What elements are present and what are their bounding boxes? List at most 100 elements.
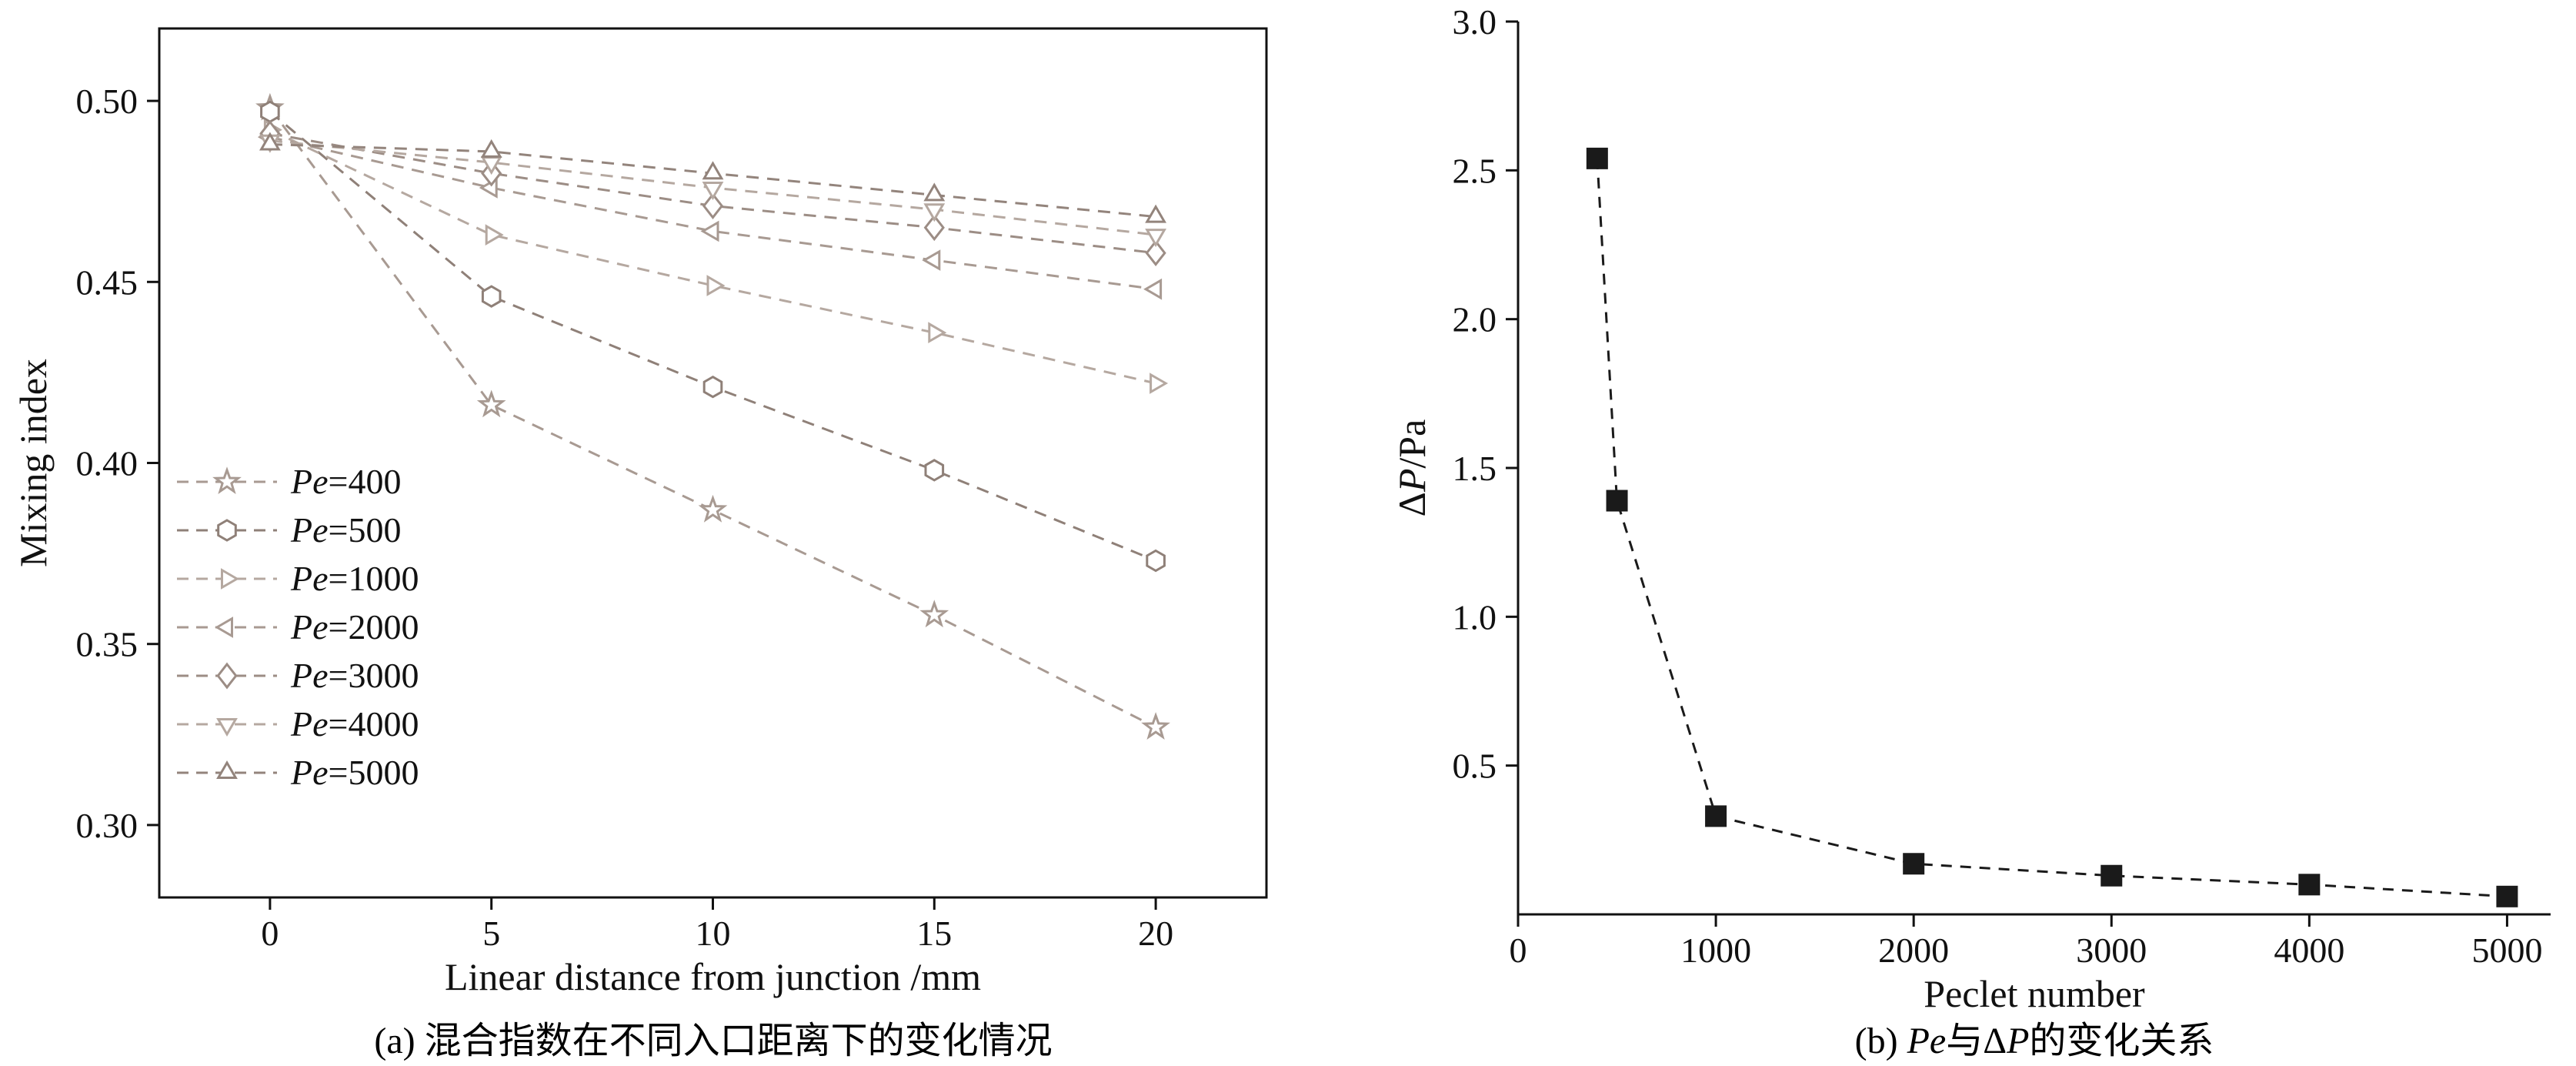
x-tick-label: 3000 bbox=[2076, 931, 2147, 970]
series--p bbox=[1586, 147, 2518, 907]
diamond-marker bbox=[702, 192, 724, 219]
y-tick-label: 0.35 bbox=[76, 625, 138, 664]
x-tick-label: 10 bbox=[696, 914, 731, 953]
legend: Pe=400 Pe=500 Pe=1000 Pe=2000 Pe=3000 Pe=4000… bbox=[177, 462, 419, 792]
triangle-left-marker bbox=[215, 617, 233, 638]
y-tick-label: 3.0 bbox=[1453, 2, 1497, 42]
x-tick-label: 20 bbox=[1138, 914, 1173, 953]
star-marker bbox=[919, 600, 949, 628]
square-marker bbox=[1586, 147, 1608, 169]
square-marker bbox=[2496, 885, 2518, 907]
triangle-left-marker bbox=[922, 249, 941, 271]
x-axis: 0 1000 2000 3000 4000 5000 bbox=[1510, 914, 2542, 970]
legend-entry: Pe=400 bbox=[177, 462, 401, 501]
x-axis: 0 5 10 15 20 bbox=[261, 897, 1173, 953]
triangle-up-marker bbox=[480, 139, 502, 158]
hexagon-marker bbox=[1146, 549, 1166, 573]
legend-label: Pe=2000 bbox=[290, 607, 419, 647]
axes-frame bbox=[1517, 22, 2551, 916]
y-tick-label: 0.5 bbox=[1453, 747, 1497, 786]
caption-b-part-3: 与Δ bbox=[1946, 1021, 2007, 1061]
caption-panel-b: (b) Pe与ΔP的变化关系 bbox=[1611, 1010, 2458, 1064]
x-tick-label: 5000 bbox=[2471, 931, 2542, 970]
x-tick-label: 0 bbox=[261, 914, 279, 953]
legend-label: Pe=400 bbox=[290, 462, 401, 501]
y-tick-label: 0.45 bbox=[76, 262, 138, 302]
triangle-down-marker bbox=[702, 182, 724, 200]
caption-b-part-2: Pe bbox=[1907, 1021, 1947, 1061]
star-marker bbox=[1141, 712, 1171, 740]
y-axis-title: Mixing index bbox=[12, 359, 55, 567]
series-pe-500 bbox=[260, 100, 1166, 573]
legend-label: Pe=1000 bbox=[290, 559, 419, 598]
x-tick-label: 4000 bbox=[2274, 931, 2344, 970]
caption-b-part-1: (b) bbox=[1854, 1021, 1907, 1061]
diamond-marker bbox=[1145, 239, 1166, 267]
triangle-right-marker bbox=[1150, 373, 1169, 394]
y-tick-label: 0.30 bbox=[76, 806, 138, 845]
star-marker bbox=[698, 494, 728, 523]
panel-b-pressure-drop-chart: 0 1000 2000 3000 4000 5000 0.5 1.0 1.5 2.0 2.5 3.0 P… bbox=[1390, 2, 2551, 1015]
legend-entry: Pe=3000 bbox=[177, 656, 419, 695]
diamond-marker bbox=[216, 662, 238, 690]
y-tick-label: 2.0 bbox=[1453, 300, 1497, 339]
x-axis-title: Peclet number bbox=[1924, 972, 2145, 1015]
caption-a-text: (a) 混合指数在不同入口距离下的变化情况 bbox=[374, 1021, 1053, 1061]
star-marker bbox=[476, 389, 506, 418]
triangle-down-marker bbox=[1145, 229, 1167, 248]
legend-label: Pe=500 bbox=[290, 510, 401, 550]
y-tick-label: 0.50 bbox=[76, 82, 138, 121]
x-tick-label: 5 bbox=[482, 914, 500, 953]
star-marker bbox=[212, 466, 242, 495]
legend-entry: Pe=5000 bbox=[177, 753, 419, 792]
x-axis-title: Linear distance from junction /mm bbox=[445, 955, 981, 998]
legend-label: Pe=5000 bbox=[290, 753, 419, 792]
x-tick-label: 15 bbox=[916, 914, 952, 953]
triangle-up-marker bbox=[923, 182, 946, 202]
x-tick-label: 2000 bbox=[1878, 931, 1949, 970]
hexagon-marker bbox=[481, 285, 502, 308]
square-marker bbox=[1705, 805, 1727, 827]
square-marker bbox=[1606, 490, 1628, 512]
triangle-down-marker bbox=[216, 718, 238, 737]
triangle-down-marker bbox=[923, 203, 946, 222]
hexagon-marker bbox=[260, 100, 280, 123]
triangle-right-marker bbox=[485, 224, 504, 246]
y-tick-label: 0.40 bbox=[76, 444, 138, 483]
square-marker bbox=[2101, 864, 2123, 887]
legend-label: Pe=3000 bbox=[290, 656, 419, 695]
triangle-left-marker bbox=[700, 220, 719, 242]
legend-label: Pe=4000 bbox=[290, 704, 419, 744]
x-tick-label: 0 bbox=[1510, 931, 1527, 970]
legend-entry: Pe=1000 bbox=[177, 559, 419, 598]
legend-entry: Pe=2000 bbox=[177, 607, 419, 647]
series-pe-1000 bbox=[263, 119, 1169, 394]
triangle-up-marker bbox=[259, 132, 281, 151]
y-tick-label: 1.0 bbox=[1453, 597, 1497, 637]
legend-entry: Pe=4000 bbox=[177, 704, 419, 744]
caption-b-part-5: 的变化关系 bbox=[2029, 1021, 2214, 1061]
hexagon-marker bbox=[217, 519, 237, 542]
caption-panel-a: (a) 混合指数在不同入口距离下的变化情况 bbox=[194, 1010, 1233, 1064]
square-marker bbox=[1903, 853, 1925, 875]
triangle-up-marker bbox=[216, 760, 238, 779]
y-axis: 0.5 1.0 1.5 2.0 2.5 3.0 bbox=[1453, 2, 1518, 786]
diamond-marker bbox=[923, 214, 945, 242]
panel-a-mixing-index-chart: 0 5 10 15 20 0.30 0.35 0.40 0.45 0.50 Pe=400 Pe=500… bbox=[12, 27, 1268, 998]
hexagon-marker bbox=[924, 459, 945, 482]
triangle-left-marker bbox=[1143, 278, 1163, 300]
triangle-right-marker bbox=[928, 322, 947, 343]
y-tick-label: 1.5 bbox=[1453, 449, 1497, 488]
x-tick-label: 1000 bbox=[1680, 931, 1751, 970]
triangle-up-marker bbox=[702, 161, 724, 180]
triangle-right-marker bbox=[221, 568, 239, 590]
square-marker bbox=[2298, 874, 2321, 896]
y-axis: 0.30 0.35 0.40 0.45 0.50 bbox=[76, 82, 159, 845]
series-pe-5000 bbox=[259, 132, 1167, 223]
hexagon-marker bbox=[702, 375, 723, 399]
triangle-up-marker bbox=[1145, 204, 1167, 223]
legend-entry: Pe=500 bbox=[177, 510, 401, 550]
y-axis-title: ΔP/Pa bbox=[1390, 419, 1433, 517]
